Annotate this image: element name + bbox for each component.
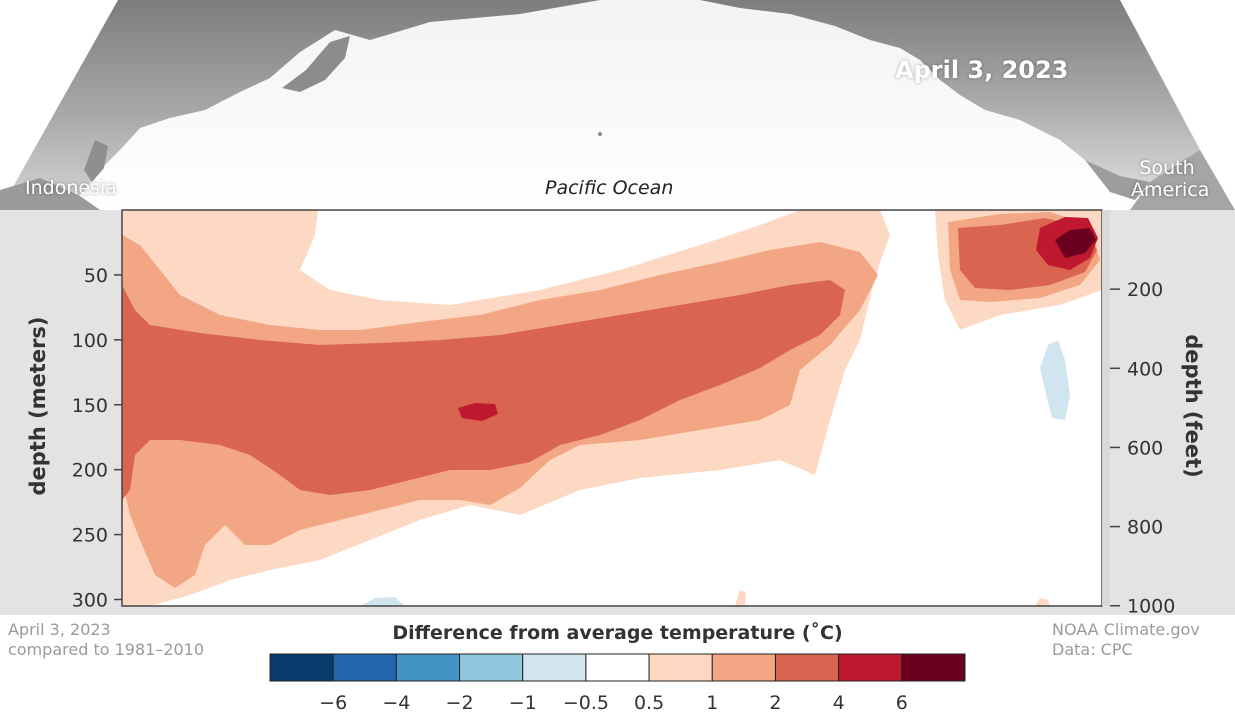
- footer-date-info: April 3, 2023 compared to 1981–2010: [8, 620, 204, 660]
- legend-tick-label: 2: [769, 692, 781, 714]
- left-tick-label: 150: [72, 395, 108, 417]
- legend-tick-labels: −6 −4 −2 −1 −0.5 0.5 1 2 4 6: [319, 692, 908, 714]
- legend-tick-label: 1: [706, 692, 718, 714]
- contour-0-5-cool-east: [1040, 340, 1070, 420]
- label-pacific-ocean: Pacific Ocean: [545, 177, 674, 199]
- legend-title: Difference from average temperature (˚C): [392, 622, 843, 644]
- left-tick-label: 50: [84, 265, 108, 287]
- y-axis-label-meters: depth (meters): [26, 316, 50, 495]
- legend-swatch: [522, 653, 587, 682]
- philippines-landmass: [84, 140, 108, 182]
- japan-landmass: [282, 36, 350, 92]
- hawaii-landmass: [598, 132, 602, 136]
- footer-source: NOAA Climate.gov: [1052, 620, 1200, 639]
- legend-swatch: [395, 653, 461, 682]
- right-tick-label: 800: [1127, 517, 1163, 539]
- new-guinea-landmass: [0, 178, 100, 210]
- right-depth-axis: 200 400 600 800 1000: [1110, 279, 1175, 618]
- central-america-landmass: [1085, 160, 1150, 200]
- left-depth-axis: 50 100 150 200 250 300: [72, 265, 122, 612]
- legend-swatch: [838, 653, 903, 682]
- legend-color-bar: [269, 653, 966, 682]
- legend-swatch: [648, 653, 713, 682]
- legend-tick-label: 6: [896, 692, 908, 714]
- legend-swatch: [269, 653, 334, 682]
- legend-tick-label: −6: [319, 692, 347, 714]
- footer-credits: NOAA Climate.gov Data: CPC: [1052, 620, 1200, 660]
- y-axis-label-feet: depth (feet): [1181, 334, 1205, 477]
- left-tick-label: 250: [72, 525, 108, 547]
- map-strip: [0, 0, 1235, 210]
- footer-baseline: compared to 1981–2010: [8, 640, 205, 659]
- left-tick-label: 100: [72, 330, 108, 352]
- label-indonesia: Indonesia: [25, 177, 117, 199]
- legend-tick-label: 4: [833, 692, 845, 714]
- footer-date: April 3, 2023: [8, 620, 111, 639]
- legend-tick-label: −0.5: [563, 692, 609, 714]
- legend-swatch: [332, 653, 397, 682]
- chart-date-title: April 3, 2023: [895, 56, 1069, 84]
- legend-swatch: [711, 653, 776, 682]
- legend-tick-label: −1: [509, 692, 537, 714]
- left-tick-label: 200: [72, 460, 108, 482]
- right-tick-label: 400: [1127, 358, 1163, 380]
- legend-tick-label: −2: [446, 692, 474, 714]
- north-america-landmass: [700, 0, 1200, 182]
- footer-data-credit: Data: CPC: [1052, 640, 1133, 659]
- label-america: America: [1131, 179, 1210, 201]
- label-south-america: South America: [1131, 157, 1210, 201]
- legend-swatch: [459, 653, 524, 682]
- left-tick-label: 300: [72, 590, 108, 612]
- contour-6-warm-east: [1055, 228, 1096, 258]
- legend-swatch: [901, 653, 966, 682]
- legend-tick-label: −4: [382, 692, 410, 714]
- contour-4-6-warm-mid: [458, 403, 498, 421]
- right-tick-label: 200: [1127, 279, 1163, 301]
- legend-swatch: [774, 653, 840, 682]
- contour-2-4-warm: [122, 280, 845, 500]
- right-tick-label: 600: [1127, 437, 1163, 459]
- legend-swatch: [585, 653, 650, 682]
- asia-landmass: [0, 0, 600, 210]
- legend-tick-label: 0.5: [634, 692, 664, 714]
- label-south: South: [1139, 157, 1195, 179]
- anomaly-contours: [122, 210, 1102, 606]
- south-america-landmass: [1130, 150, 1235, 210]
- contour-0-5-cool-bottom: [360, 597, 405, 606]
- right-tick-label: 1000: [1127, 596, 1175, 618]
